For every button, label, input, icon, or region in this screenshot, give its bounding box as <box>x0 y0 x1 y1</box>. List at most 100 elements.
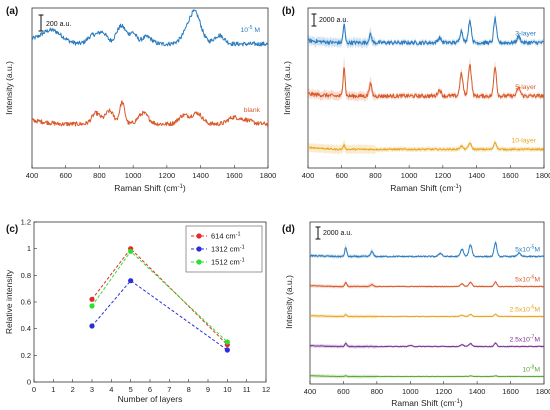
panel-d-xtick-label-3: 1000 <box>402 387 419 396</box>
panel-c-ytick-label-2: 0.4 <box>21 324 31 333</box>
panel-a-xtick-label-6: 1600 <box>226 171 243 180</box>
panel-b-xtick-label-5: 1400 <box>468 171 485 180</box>
panel-c-point-2-2 <box>224 339 230 345</box>
panel-b-series-label-1: 5-layer <box>515 84 537 91</box>
panel-c-point-1-0 <box>89 323 95 329</box>
panel-a-xtick-label-3: 1000 <box>125 171 142 180</box>
panel-c-xtick-label-9: 9 <box>206 385 210 394</box>
panel-d-series-4 <box>309 375 544 378</box>
panel-b-xtick-label-4: 1200 <box>435 171 452 180</box>
panel-d-xtick-label-1: 600 <box>337 387 350 396</box>
panel-d: (d) 400 600 800 1000 1200 1400 1600 1800 5x10-5M… <box>282 221 550 408</box>
panel-a-xtick-label-1: 600 <box>59 171 72 180</box>
panel-b-plot: 400 600 800 1000 1200 1400 1600 1800 3-layer 5-la… <box>302 11 550 180</box>
panel-c-xlabel: Number of layers <box>118 394 183 404</box>
panel-c-point-2-1 <box>128 248 134 254</box>
panel-c-ytick-label-5: 1 <box>27 244 31 253</box>
panel-c-xtick-label-1: 1 <box>51 385 55 394</box>
panel-d-label: (d) <box>282 224 295 235</box>
panel-c-xtick-label-12: 12 <box>262 385 270 394</box>
panel-d-series-3 <box>309 342 544 348</box>
panel-c-xtick-label-10: 10 <box>223 385 231 394</box>
panel-d-ylabel: Intensity (a.u.) <box>284 275 294 329</box>
panel-c-xtick-label-3: 3 <box>90 385 94 394</box>
panel-a-xlabel: Raman Shift (cm-1) <box>114 183 186 193</box>
panel-c-series-line-1 <box>91 280 228 351</box>
panel-d-xtick-label-5: 1400 <box>469 387 486 396</box>
panel-b-ylabel: Intensity (a.u.) <box>282 61 292 115</box>
panel-a-plot: 400 600 800 1000 1200 1400 1600 1800 10-5 M blank <box>26 9 277 180</box>
panel-c-xtick-label-5: 5 <box>129 385 133 394</box>
panel-c-xtick-label-6: 6 <box>148 385 152 394</box>
panel-d-series-label-4: 10-8M <box>522 365 540 374</box>
panel-d-series-label-0: 5x10-5M <box>515 245 540 254</box>
panel-c-series-line-0 <box>91 247 228 346</box>
panel-c-xtick-label-8: 8 <box>187 385 191 394</box>
panel-b-band-1 <box>308 57 544 103</box>
panel-a-label: (a) <box>6 6 18 17</box>
panel-b-series-label-2: 10-layer <box>511 137 536 144</box>
panel-a-xtick-label-7: 1800 <box>260 171 277 180</box>
panel-a-series-label-0: 10-5 M <box>240 25 260 34</box>
panel-c-xtick-label-4: 4 <box>109 385 113 394</box>
panel-c-point-2-0 <box>89 303 95 309</box>
panel-d-series-2 <box>309 313 544 318</box>
panel-c-legend-marker-2 <box>196 259 202 265</box>
panel-c-legend-label-1: 1312 cm-1 <box>211 245 245 254</box>
panel-c-legend-marker-0 <box>196 233 202 239</box>
panel-b-band-2 <box>308 139 544 155</box>
panel-a-xtick-label-4: 1200 <box>159 171 176 180</box>
panel-d-series-label-1: 5x10-6M <box>515 275 540 284</box>
panel-c: (c) 0 1 2 3 4 5 6 7 8 9 10 11 1200.20.40.60.811.2 61… <box>4 218 270 405</box>
panel-c-legend-label-0: 614 cm-1 <box>211 232 241 241</box>
panel-b-scale-text: 2000 a.u. <box>319 17 348 24</box>
panel-d-xtick-label-0: 400 <box>304 387 317 396</box>
panel-d-xtick-label-7: 1800 <box>536 387 550 396</box>
panel-b-xtick-label-6: 1600 <box>502 171 519 180</box>
panel-d-xtick-label-2: 800 <box>371 387 384 396</box>
panel-c-point-1-2 <box>224 347 230 353</box>
panel-b-band-0 <box>308 11 544 49</box>
panel-d-series-1 <box>310 281 545 288</box>
panel-d-series-0 <box>309 241 544 258</box>
panel-c-plot: 0 1 2 3 4 5 6 7 8 9 10 11 1200.20.40.60.811.2 <box>21 218 271 395</box>
panel-c-ytick-label-4: 0.8 <box>21 271 31 280</box>
panel-d-frame <box>309 221 545 385</box>
panel-a: (a) 400 600 800 1000 1200 1400 1600 1800 10-5 M b… <box>4 6 276 193</box>
panel-a-series-1 <box>31 100 269 127</box>
panel-d-xlabel: Raman Shift (cm-1) <box>391 398 463 408</box>
panel-d-plot: 400 600 800 1000 1200 1400 1600 1800 5x10-5M 5x10… <box>304 239 550 396</box>
panel-b-xtick-label-0: 400 <box>302 171 315 180</box>
panel-c-xtick-label-7: 7 <box>167 385 171 394</box>
panel-c-legend-marker-1 <box>196 246 202 252</box>
panel-b-xtick-label-7: 1800 <box>536 171 550 180</box>
panel-b-series-2 <box>307 141 544 151</box>
panel-c-point-1-1 <box>128 278 134 284</box>
panel-b-frame <box>307 7 545 169</box>
panel-a-scale-text: 200 a.u. <box>46 21 71 28</box>
panel-c-ytick-label-3: 0.6 <box>21 298 31 307</box>
panel-c-xtick-label-0: 0 <box>32 385 36 394</box>
panel-c-xtick-label-11: 11 <box>243 385 251 394</box>
panel-d-xtick-label-6: 1600 <box>502 387 519 396</box>
panel-b-xtick-label-2: 800 <box>369 171 382 180</box>
panel-c-point-0-0 <box>89 296 95 302</box>
panel-b-xtick-label-1: 600 <box>335 171 348 180</box>
panel-c-label: (c) <box>6 224 18 235</box>
panel-c-ytick-label-6: 1.2 <box>21 218 31 227</box>
panel-a-frame <box>31 7 269 169</box>
panel-a-series-label-1: blank <box>244 107 261 114</box>
panel-a-series-0 <box>31 9 269 47</box>
panel-c-ytick-label-1: 0.2 <box>21 351 31 360</box>
panel-c-legend: 614 cm-1 1312 cm-1 1512 cm-1 <box>185 225 263 273</box>
panel-a-ylabel: Intensity (a.u.) <box>4 61 14 115</box>
panel-a-xtick-label-2: 800 <box>93 171 106 180</box>
panel-c-ytick-label-0: 0 <box>27 378 31 387</box>
panel-d-band-0 <box>310 239 544 259</box>
panel-c-legend-label-2: 1512 cm-1 <box>211 258 245 267</box>
panel-c-xtick-label-2: 2 <box>71 385 75 394</box>
panel-d-series-label-2: 2.5x10-6M <box>509 305 540 314</box>
panel-b-label: (b) <box>282 6 295 17</box>
panel-c-ylabel: Relative intensity <box>4 269 14 334</box>
